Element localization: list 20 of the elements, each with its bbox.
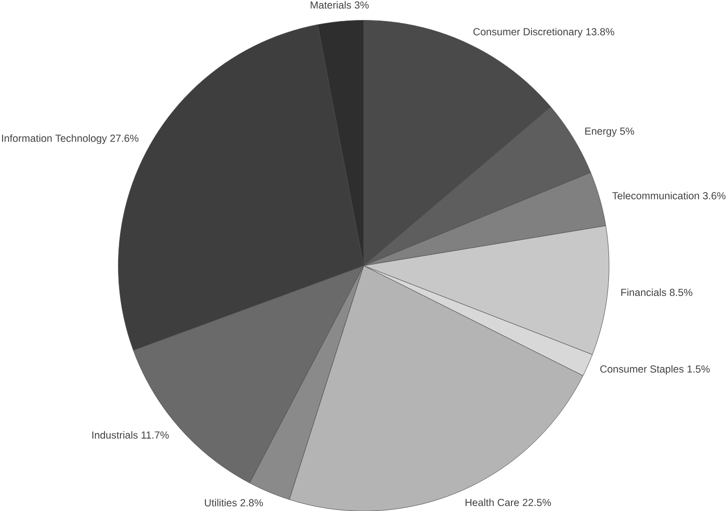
data-label: 11.7%	[142, 431, 169, 438]
data-label: 1.5%	[688, 365, 710, 372]
data-label: 3%	[354, 1, 369, 8]
slice-label: Industrials	[92, 430, 138, 439]
slice-label: Materials	[310, 0, 352, 8]
data-label: 8.5%	[670, 288, 692, 296]
slice-label: Health Care	[466, 498, 519, 506]
slice-label: Financials	[621, 288, 666, 296]
slice-label: Information Technology	[2, 134, 107, 144]
data-label: 13.8%	[586, 28, 614, 36]
data-label: 27.6%	[110, 134, 138, 142]
data-label: 2.8%	[240, 498, 263, 506]
slice-label: Consumer Staples	[600, 364, 684, 375]
slice-label: Telecommunication	[612, 192, 700, 200]
data-label: 3.6%	[702, 192, 726, 200]
slice-label: Energy	[585, 127, 617, 137]
slice-label: Utilities	[204, 498, 237, 506]
data-label: 22.5%	[522, 498, 551, 506]
slice-label: Consumer Discretionary	[473, 28, 583, 38]
data-label: 5%	[620, 127, 634, 135]
